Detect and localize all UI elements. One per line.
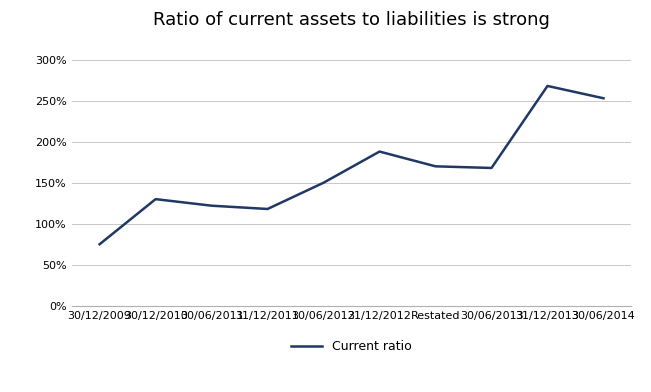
Title: Ratio of current assets to liabilities is strong: Ratio of current assets to liabilities i… bbox=[153, 11, 550, 29]
Legend: Current ratio: Current ratio bbox=[286, 335, 417, 358]
